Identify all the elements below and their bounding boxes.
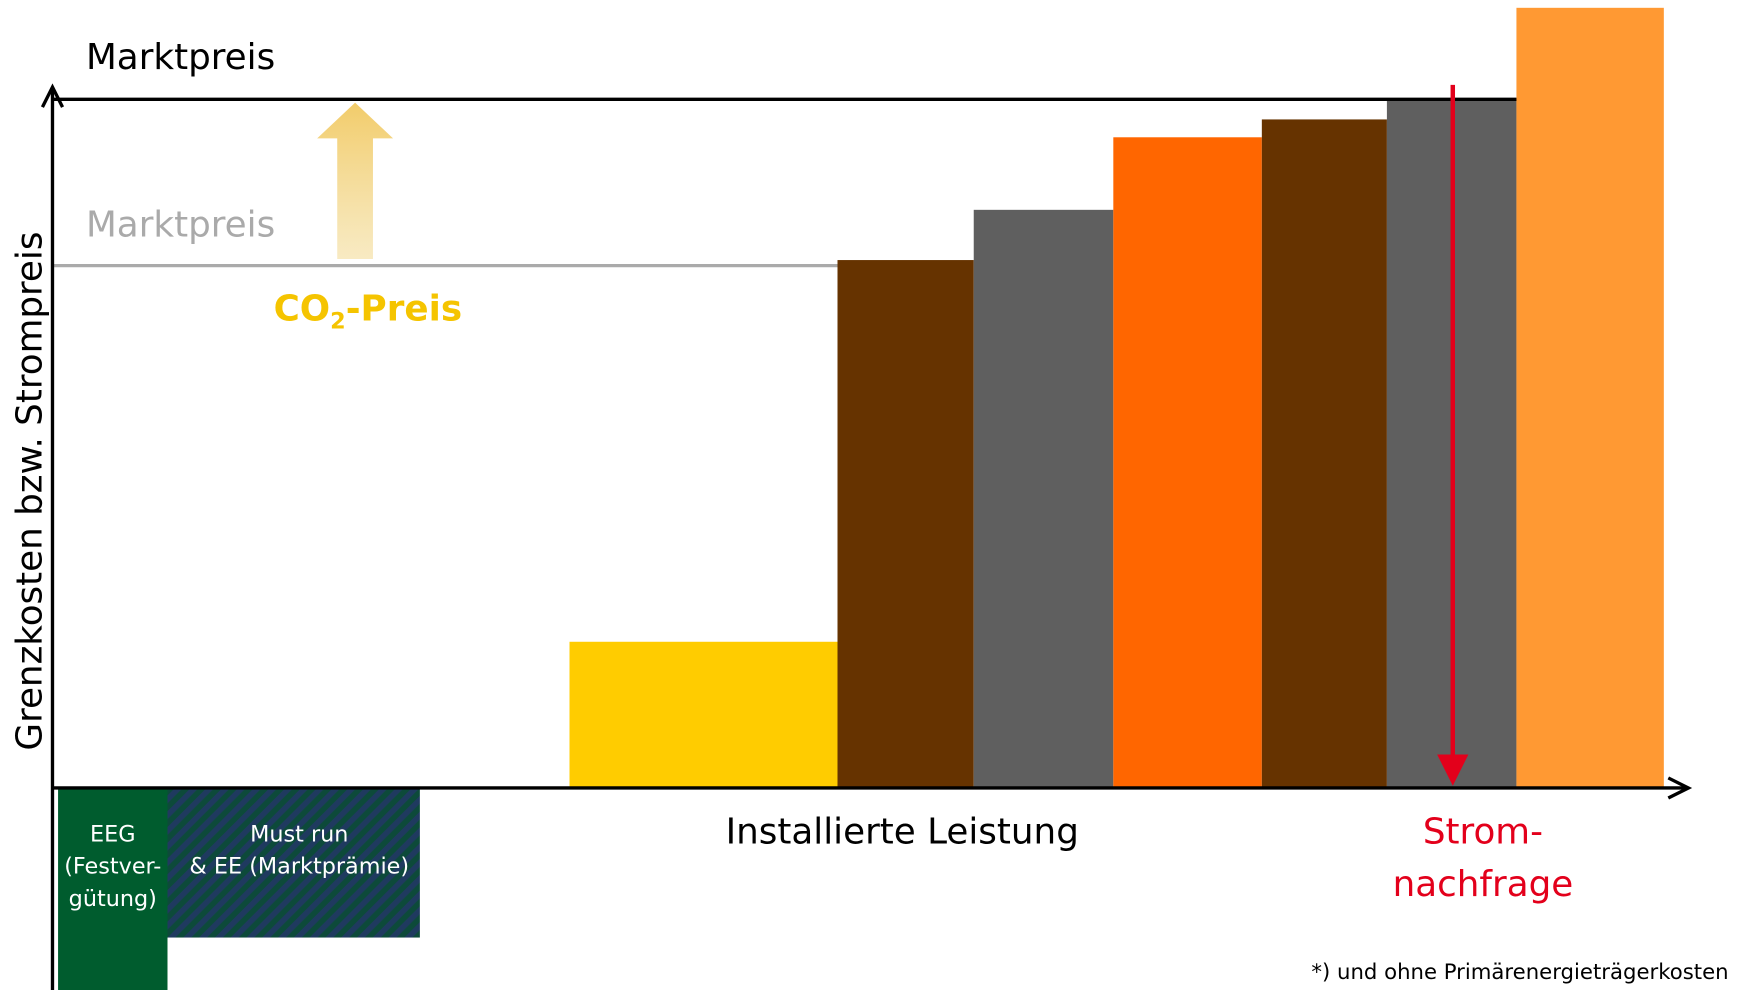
mustrun-label: & EE (Marktprämie) bbox=[189, 854, 409, 880]
x-axis-arrow bbox=[1667, 776, 1693, 800]
demand-label: nachfrage bbox=[1393, 864, 1574, 905]
supply-bars bbox=[569, 7, 1664, 787]
y-axis-arrow bbox=[40, 83, 65, 108]
bar-orange bbox=[1113, 137, 1262, 787]
y-axis-label: Grenzkosten bzw. Strompreis bbox=[9, 232, 50, 751]
market-price-old: Marktpreis bbox=[86, 205, 275, 246]
eeg-label: EEG bbox=[90, 821, 136, 847]
footnote: *) und ohne Primärenergieträgerkosten bbox=[1311, 960, 1728, 985]
mustrun-bar bbox=[167, 787, 420, 938]
demand-arrowhead bbox=[1437, 754, 1469, 786]
x-axis-label: Installierte Leistung bbox=[726, 812, 1079, 853]
demand-label: Strom- bbox=[1423, 812, 1543, 853]
co2-rest: -Preis bbox=[346, 288, 462, 329]
co2-main: CO bbox=[274, 288, 331, 329]
eeg-label: gütung) bbox=[69, 886, 157, 912]
co2-sub: 2 bbox=[330, 308, 346, 334]
market-price-new: Marktpreis bbox=[86, 37, 275, 78]
eeg-label: (Festver- bbox=[64, 854, 161, 880]
bar-brown bbox=[1261, 119, 1387, 787]
mustrun-label: Must run bbox=[250, 821, 348, 847]
bar-gray bbox=[973, 209, 1114, 787]
bar-lignite-ee bbox=[569, 641, 838, 787]
bar-light-orange bbox=[1516, 7, 1664, 787]
co2-label: CO2-Preis bbox=[274, 288, 463, 334]
co2-arrow bbox=[317, 102, 394, 259]
bar-brown bbox=[837, 260, 974, 787]
eeg-bar bbox=[58, 787, 168, 990]
